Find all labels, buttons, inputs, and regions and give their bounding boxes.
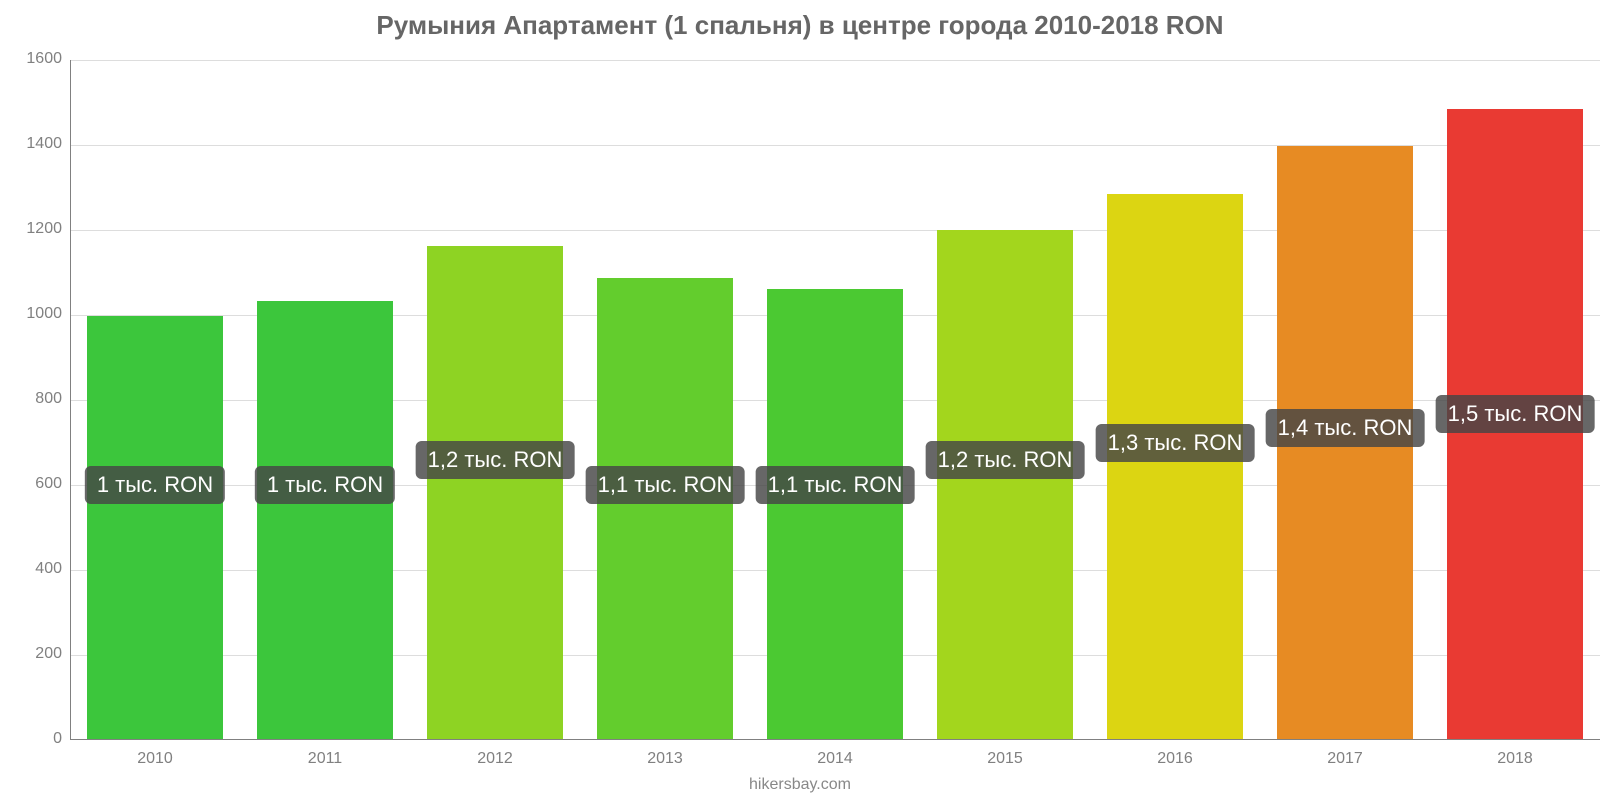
y-tick-label: 1400 xyxy=(2,135,62,153)
x-tick-label: 2010 xyxy=(137,750,173,768)
y-tick-label: 800 xyxy=(2,390,62,408)
bar xyxy=(1107,194,1243,740)
bar xyxy=(767,289,903,740)
bar xyxy=(257,301,393,740)
x-tick-label: 2018 xyxy=(1497,750,1533,768)
x-tick-label: 2015 xyxy=(987,750,1023,768)
y-tick-label: 0 xyxy=(2,730,62,748)
data-label: 1,1 тыс. RON xyxy=(586,466,745,504)
bar xyxy=(597,278,733,740)
bar xyxy=(427,246,563,740)
x-tick-label: 2012 xyxy=(477,750,513,768)
bar xyxy=(937,230,1073,740)
data-label: 1 тыс. RON xyxy=(85,466,225,504)
data-label: 1,4 тыс. RON xyxy=(1266,409,1425,447)
credit-text: hikersbay.com xyxy=(749,776,851,794)
x-tick-label: 2013 xyxy=(647,750,683,768)
y-axis xyxy=(70,60,71,740)
bar xyxy=(87,316,223,740)
y-tick-label: 1600 xyxy=(2,50,62,68)
y-tick-label: 400 xyxy=(2,560,62,578)
y-tick-label: 200 xyxy=(2,645,62,663)
y-tick-label: 1000 xyxy=(2,305,62,323)
x-axis xyxy=(70,739,1600,740)
plot-area: 1 тыс. RON 1 тыс. RON 1,2 тыс. RON 1,1 тыс.… xyxy=(70,60,1600,740)
data-label: 1 тыс. RON xyxy=(255,466,395,504)
data-label: 1,3 тыс. RON xyxy=(1096,424,1255,462)
x-tick-label: 2011 xyxy=(308,750,342,768)
data-label: 1,2 тыс. RON xyxy=(416,441,575,479)
bars-layer xyxy=(70,60,1600,740)
y-tick-label: 1200 xyxy=(2,220,62,238)
data-label: 1,5 тыс. RON xyxy=(1436,395,1595,433)
x-tick-label: 2016 xyxy=(1157,750,1193,768)
data-label: 1,1 тыс. RON xyxy=(756,466,915,504)
x-tick-label: 2014 xyxy=(817,750,853,768)
chart-title: Румыния Апартамент (1 спальня) в центре … xyxy=(0,0,1600,41)
chart-container: Румыния Апартамент (1 спальня) в центре … xyxy=(0,0,1600,800)
data-label: 1,2 тыс. RON xyxy=(926,441,1085,479)
y-tick-label: 600 xyxy=(2,475,62,493)
x-tick-label: 2017 xyxy=(1327,750,1363,768)
